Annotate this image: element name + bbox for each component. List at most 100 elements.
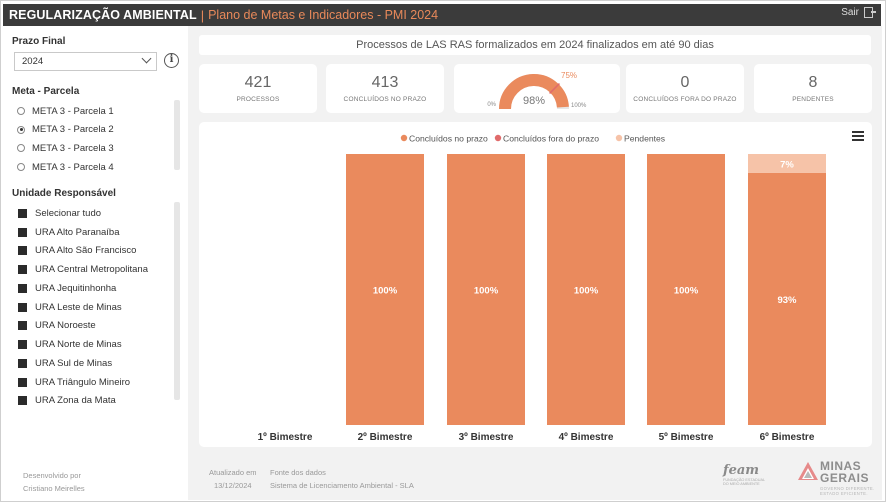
- minas-gerais-emblem-icon: [798, 462, 818, 480]
- feam-tagline-2: DO MEIO AMBIENTE: [723, 482, 760, 486]
- gauge-fill: [499, 74, 569, 110]
- checkbox-checked-icon[interactable]: [18, 265, 27, 275]
- checkbox-checked-icon[interactable]: [18, 227, 27, 237]
- mg-tagline-2: ESTADO EFICIENTE.: [820, 491, 868, 496]
- unit-option[interactable]: URA Zona da Mata: [18, 392, 173, 411]
- radio-unchecked-icon[interactable]: [17, 107, 25, 116]
- gauge-target-marker: [549, 83, 560, 94]
- unit-option-label: URA Jequitinhonha: [35, 282, 117, 294]
- checkbox-checked-icon[interactable]: [18, 208, 27, 218]
- chevron-down-icon: [141, 53, 152, 64]
- x-axis-tick-label: 4º Bimestre: [559, 432, 614, 443]
- checkbox-checked-icon[interactable]: [18, 321, 27, 331]
- unit-option-label: URA Triângulo Mineiro: [35, 376, 131, 388]
- exit-label: Sair: [841, 7, 859, 18]
- goal-option[interactable]: META 3 - Parcela 4: [17, 158, 177, 177]
- checkbox-checked-icon[interactable]: [18, 283, 27, 293]
- unit-option[interactable]: URA Central Metropolitana: [18, 260, 173, 279]
- kpi-value: 421: [244, 74, 272, 91]
- report-headline: Processos de LAS RAS formalizados em 202…: [199, 35, 871, 55]
- unit-option[interactable]: URA Alto Paranaíba: [18, 223, 173, 242]
- goal-radio-list: META 3 - Parcela 1 META 3 - Parcela 2 META…: [17, 102, 177, 176]
- gauge-target-label: 75%: [561, 71, 577, 80]
- exit-button[interactable]: Sair: [841, 7, 876, 18]
- unit-option-label: URA Alto Paranaíba: [35, 226, 120, 238]
- kpi-value: 413: [371, 74, 399, 91]
- goal-option-label: META 3 - Parcela 1: [32, 105, 114, 117]
- checkbox-checked-icon[interactable]: [18, 396, 27, 406]
- goal-option-label: META 3 - Parcela 4: [32, 161, 114, 173]
- gauge-min-label: 0%: [487, 102, 496, 108]
- x-axis-tick-label: 1º Bimestre: [258, 432, 313, 443]
- legend-label: Concluídos no prazo: [409, 134, 488, 144]
- bimester-stacked-bar-chart: Concluídos no prazo Concluídos fora do pr…: [258, 134, 826, 443]
- x-axis-tick-label: 5º Bimestre: [659, 432, 714, 443]
- unit-option[interactable]: URA Leste de Minas: [18, 298, 173, 317]
- checkbox-checked-icon[interactable]: [18, 358, 27, 368]
- unit-option-label: URA Sul de Minas: [35, 357, 113, 369]
- updated-date: 13/12/2024: [214, 481, 252, 490]
- bar-data-label: 100%: [474, 286, 499, 297]
- goal-option[interactable]: META 3 - Parcela 3: [17, 139, 177, 158]
- unit-option[interactable]: URA Alto São Francisco: [18, 242, 173, 261]
- unit-option[interactable]: URA Sul de Minas: [18, 354, 173, 373]
- mg-word-1: MINAS: [820, 459, 862, 473]
- completion-gauge: 98% 75% 0% 100%: [487, 71, 587, 110]
- period-select-value: 2024: [22, 56, 44, 67]
- x-axis-tick-label: 3º Bimestre: [459, 432, 514, 443]
- bar-segment: [748, 172, 826, 425]
- goal-list-scrollbar[interactable]: [174, 100, 180, 170]
- kpi-label: CONCLUÍDOS FORA DO PRAZO: [633, 96, 737, 103]
- goal-option[interactable]: META 3 - Parcela 1: [17, 102, 177, 121]
- kpi-card-on-time: 413 CONCLUÍDOS NO PRAZO: [326, 64, 444, 113]
- kpi-value: 8: [808, 74, 818, 91]
- unit-option[interactable]: Selecionar tudo: [18, 204, 173, 223]
- radio-unchecked-icon[interactable]: [17, 163, 25, 172]
- unit-list-scrollbar[interactable]: [174, 202, 180, 400]
- feam-wordmark: feam: [723, 463, 760, 478]
- kpi-card-processes: 421 PROCESSOS: [199, 64, 317, 113]
- checkbox-checked-icon[interactable]: [18, 377, 27, 387]
- unit-option-label: URA Norte de Minas: [35, 339, 122, 351]
- checkbox-checked-icon[interactable]: [18, 246, 27, 256]
- updated-label: Atualizado em: [209, 468, 257, 477]
- unit-option[interactable]: URA Noroeste: [18, 317, 173, 336]
- kpi-card-pending: 8 PENDENTES: [754, 64, 872, 113]
- unit-option-label: URA Alto São Francisco: [35, 245, 137, 257]
- legend-marker: [400, 134, 408, 142]
- chart-menu-icon[interactable]: [852, 131, 864, 143]
- unit-option-label: URA Central Metropolitana: [35, 264, 148, 276]
- kpi-value: 0: [680, 74, 690, 91]
- bar-data-label: 100%: [373, 286, 398, 297]
- unit-option-label: URA Noroeste: [35, 320, 96, 332]
- exit-icon: [864, 7, 876, 18]
- bar-segment: [647, 154, 725, 425]
- main-panel: Processos de LAS RAS formalizados em 202…: [188, 26, 882, 500]
- app-title: REGULARIZAÇÃO AMBIENTAL: [9, 8, 197, 22]
- checkbox-checked-icon[interactable]: [18, 340, 27, 350]
- goal-option-label: META 3 - Parcela 3: [32, 142, 114, 154]
- legend-label: Concluídos fora do prazo: [503, 134, 599, 144]
- unit-option[interactable]: URA Norte de Minas: [18, 335, 173, 354]
- goal-filter-label: Meta - Parcela: [12, 86, 80, 97]
- goal-option[interactable]: META 3 - Parcela 2: [17, 121, 177, 140]
- period-select[interactable]: 2024: [14, 52, 157, 71]
- bar-segment: [346, 154, 424, 425]
- x-axis-tick-label: 6º Bimestre: [760, 432, 815, 443]
- info-icon[interactable]: i: [164, 53, 179, 68]
- filter-sidebar: Prazo Final 2024 i Meta - Parcela META 3…: [3, 26, 188, 500]
- checkbox-checked-icon[interactable]: [18, 302, 27, 312]
- gauge-card: 98% 75% 0% 100%: [454, 64, 620, 113]
- unit-option[interactable]: URA Triângulo Mineiro: [18, 373, 173, 392]
- mg-tagline-1: GOVERNO DIFERENTE.: [820, 486, 875, 491]
- radio-checked-icon[interactable]: [17, 125, 25, 134]
- header-bar: REGULARIZAÇÃO AMBIENTAL | Plano de Metas…: [3, 4, 881, 26]
- unit-option-label: URA Leste de Minas: [35, 301, 122, 313]
- source-label: Fonte dos dados: [270, 468, 326, 477]
- unit-checkbox-list: Selecionar tudo URA Alto Paranaíba URA Alt…: [18, 204, 173, 410]
- legend-marker: [615, 134, 623, 142]
- unit-option[interactable]: URA Jequitinhonha: [18, 279, 173, 298]
- kpi-label: PROCESSOS: [236, 96, 280, 103]
- radio-unchecked-icon[interactable]: [17, 144, 25, 153]
- title-separator: |: [200, 7, 205, 23]
